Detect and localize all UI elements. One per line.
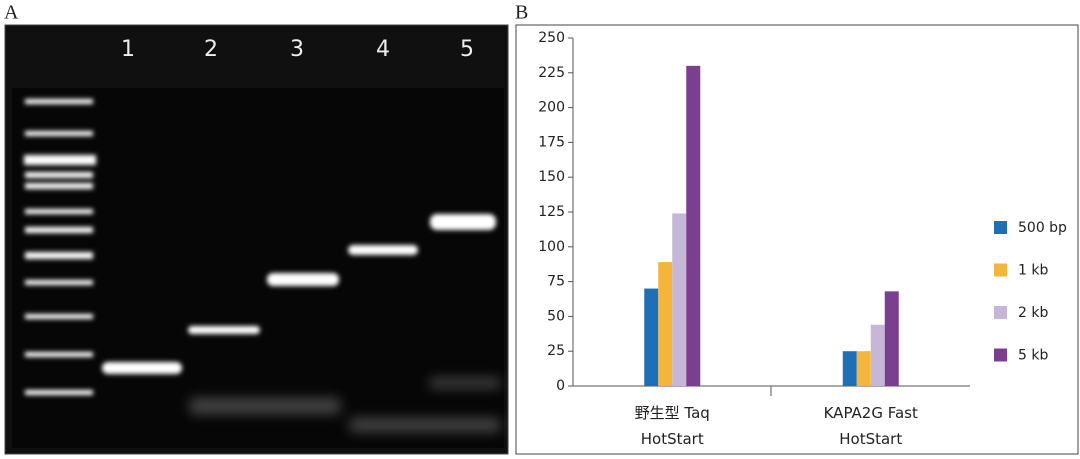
lane-label: 2	[204, 37, 218, 62]
lane-label: 1	[121, 37, 135, 62]
primer-haze	[190, 378, 500, 432]
bar	[870, 324, 885, 386]
y-tick-label: 200	[538, 100, 565, 116]
x-tick-label: KAPA2G Fast HotStart	[823, 404, 918, 448]
gel-bands	[24, 99, 500, 432]
y-tick-label: 100	[538, 239, 565, 255]
lane-label: 3	[290, 37, 304, 62]
bar	[672, 213, 687, 386]
y-tick-label: 150	[538, 169, 565, 185]
gel	[12, 88, 504, 448]
y-tick-label: 75	[547, 274, 565, 290]
panel-label: A	[4, 2, 19, 24]
chart-frame	[515, 24, 1079, 455]
ladder	[24, 99, 96, 395]
bar	[856, 351, 871, 386]
legend-swatch	[994, 306, 1007, 319]
y-tick-label: 225	[538, 65, 565, 81]
legend-label: 5 kb	[1018, 348, 1048, 364]
y-tick-label: 125	[538, 204, 565, 220]
bar	[884, 291, 899, 386]
legend-label: 2 kb	[1018, 305, 1048, 321]
sample-bands	[102, 214, 496, 374]
legend-swatch	[994, 221, 1007, 234]
y-tick-label: 175	[538, 134, 565, 150]
bar	[658, 262, 673, 386]
legend-label: 500 bp	[1018, 220, 1067, 236]
legend-swatch	[994, 263, 1007, 277]
bar	[842, 351, 857, 386]
lane-label: 4	[376, 37, 390, 62]
y-tick-label: 250	[538, 30, 565, 46]
y-tick-label: 50	[547, 308, 565, 324]
y-tick-label: 25	[547, 343, 565, 359]
bar	[686, 65, 701, 386]
x-tick-label: 野生型 Taq HotStart	[634, 404, 710, 448]
panel-label: B	[515, 2, 528, 24]
legend-swatch	[994, 348, 1007, 362]
bar	[644, 288, 659, 386]
lane-label: 5	[460, 37, 474, 62]
y-tick-label: 0	[556, 378, 565, 394]
legend-label: 1 kb	[1018, 263, 1048, 279]
